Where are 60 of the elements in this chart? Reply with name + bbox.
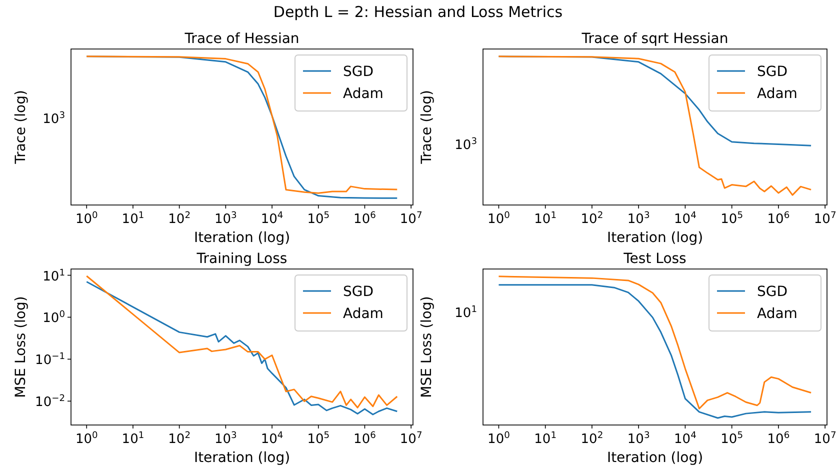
legend-label: Adam [757, 306, 798, 322]
x-tick-label: 10$^{7}$ [400, 431, 422, 447]
y-axis-title: Trace (log) [419, 90, 435, 165]
x-tick-label: 10$^{1}$ [534, 211, 557, 227]
legend-label: Adam [757, 86, 798, 102]
chart-title: Training Loss [196, 251, 288, 267]
x-tick-label: 10$^{1}$ [122, 431, 144, 447]
x-tick-label: 10$^{5}$ [307, 431, 330, 447]
x-tick-label: 10$^{2}$ [168, 211, 191, 227]
x-tick-label: 10$^{0}$ [488, 431, 510, 447]
x-tick-label: 10$^{3}$ [627, 211, 650, 227]
legend-label: SGD [757, 284, 788, 300]
x-axis-title: Iteration (log) [194, 230, 290, 246]
legend-label: Adam [343, 306, 384, 322]
legend-label: SGD [343, 64, 374, 80]
y-axis-title: Trace (log) [13, 90, 29, 165]
y-tick-label: 10$^{−1}$ [35, 352, 65, 368]
x-tick-label: 10$^{6}$ [767, 211, 790, 227]
x-tick-label: 10$^{4}$ [260, 431, 284, 447]
legend-label: SGD [757, 64, 788, 80]
chart-title: Trace of sqrt Hessian [580, 31, 728, 47]
legend-label: Adam [343, 86, 384, 102]
text: Depth L = 2: Hessian and Loss Metrics [273, 3, 563, 21]
x-tick-label: 10$^{1}$ [534, 431, 557, 447]
x-tick-label: 10$^{6}$ [354, 211, 376, 227]
x-tick-label: 10$^{5}$ [307, 211, 330, 227]
x-tick-label: 10$^{3}$ [627, 431, 650, 447]
x-tick-label: 10$^{0}$ [75, 211, 98, 227]
x-tick-label: 10$^{5}$ [720, 211, 743, 227]
x-tick-label: 10$^{6}$ [767, 431, 790, 447]
chart-title: Trace of Hessian [184, 31, 300, 47]
x-tick-label: 10$^{2}$ [580, 431, 604, 447]
x-tick-label: 10$^{7}$ [814, 211, 836, 227]
y-axis-title: MSE Loss (log) [13, 296, 29, 398]
x-tick-label: 10$^{7}$ [814, 431, 836, 447]
x-axis-title: Iteration (log) [194, 450, 290, 466]
x-tick-label: 10$^{1}$ [122, 211, 144, 227]
x-tick-label: 10$^{7}$ [400, 211, 422, 227]
x-tick-label: 10$^{2}$ [580, 211, 604, 227]
text: 10$^{1}$ [454, 305, 477, 321]
x-tick-label: 10$^{4}$ [260, 211, 284, 227]
x-tick-label: 10$^{0}$ [75, 431, 98, 447]
x-tick-label: 10$^{4}$ [674, 211, 697, 227]
legend-label: SGD [343, 284, 374, 300]
y-tick-label: 10$^{0}$ [42, 310, 66, 326]
chart-title: Test Loss [622, 251, 686, 267]
x-tick-label: 10$^{3}$ [214, 211, 238, 227]
text: 10$^{3}$ [454, 137, 478, 153]
x-tick-label: 10$^{6}$ [354, 431, 376, 447]
x-tick-label: 10$^{3}$ [214, 431, 238, 447]
x-tick-label: 10$^{0}$ [488, 211, 510, 227]
y-tick-label: 10$^{−2}$ [35, 394, 65, 410]
x-axis-title: Iteration (log) [606, 450, 704, 466]
x-axis-title: Iteration (log) [606, 230, 704, 246]
x-tick-label: 10$^{2}$ [168, 431, 191, 447]
text: 10$^{3}$ [42, 111, 66, 127]
x-tick-label: 10$^{4}$ [674, 431, 697, 447]
y-tick-label: 10$^{1}$ [42, 268, 65, 284]
y-axis-title: MSE Loss (log) [419, 296, 435, 398]
x-tick-label: 10$^{5}$ [720, 431, 743, 447]
